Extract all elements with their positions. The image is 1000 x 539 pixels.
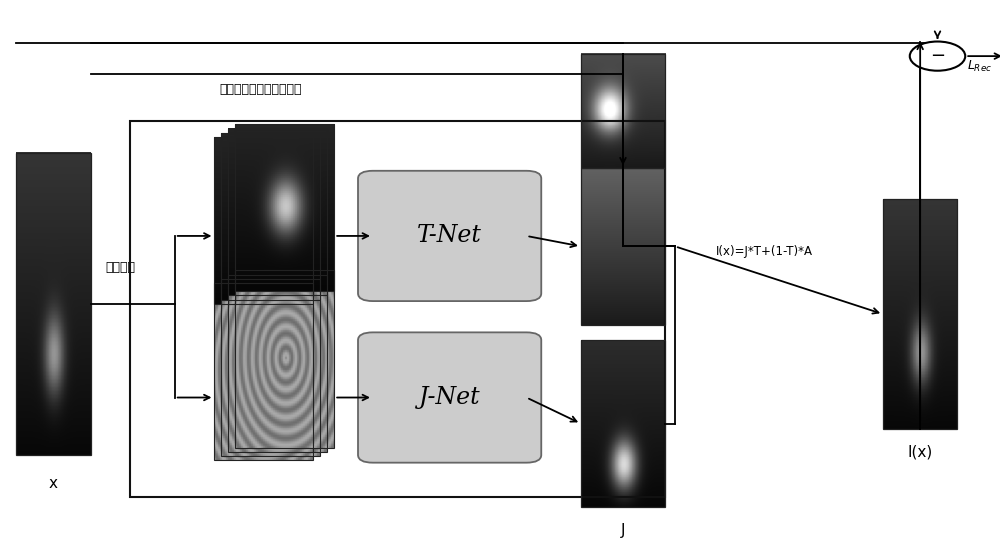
- Bar: [235, 125, 334, 291]
- Text: A: A: [618, 184, 628, 199]
- Bar: [235, 271, 334, 447]
- Text: 导向滤波: 导向滤波: [105, 261, 135, 274]
- Text: High Frequency: High Frequency: [226, 239, 323, 252]
- Text: J: J: [621, 523, 625, 537]
- Bar: [16, 153, 91, 455]
- Bar: [581, 340, 665, 507]
- Bar: [130, 121, 665, 496]
- Bar: [221, 133, 320, 300]
- Circle shape: [910, 42, 965, 71]
- Bar: [214, 283, 313, 460]
- FancyBboxPatch shape: [358, 333, 541, 462]
- Text: T: T: [618, 340, 628, 355]
- Text: 最大値滤波估计大气光照: 最大値滤波估计大气光照: [219, 84, 302, 96]
- Text: I(x): I(x): [908, 445, 933, 459]
- Text: T-Net: T-Net: [417, 224, 482, 247]
- Bar: [214, 137, 313, 303]
- Bar: [221, 279, 320, 456]
- Bar: [581, 168, 665, 324]
- Text: I(x)=J*T+(1-T)*A: I(x)=J*T+(1-T)*A: [716, 245, 813, 258]
- Bar: [883, 199, 957, 429]
- Text: J-Net: J-Net: [419, 386, 480, 409]
- Bar: [228, 129, 327, 295]
- Bar: [581, 53, 665, 168]
- Text: $L_{Rec}$: $L_{Rec}$: [967, 59, 992, 74]
- Bar: [228, 274, 327, 452]
- Text: x: x: [49, 476, 58, 490]
- Text: −: −: [930, 47, 945, 65]
- Text: Low Frequency: Low Frequency: [228, 324, 321, 337]
- FancyBboxPatch shape: [358, 171, 541, 301]
